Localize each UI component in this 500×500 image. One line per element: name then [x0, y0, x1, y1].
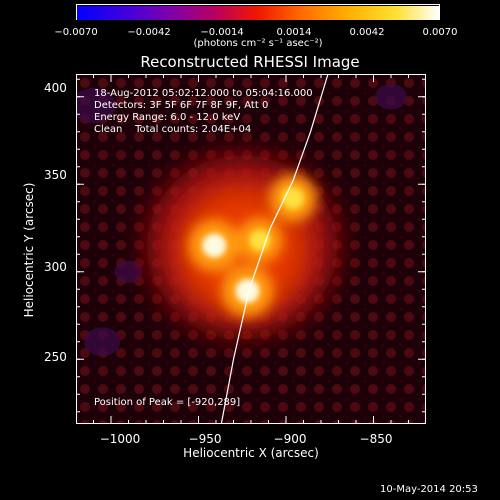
rhessi-image [76, 74, 426, 424]
x-axis-label: Heliocentric X (arcsec) [183, 446, 319, 460]
colorbar-gradient [77, 6, 439, 20]
y-tick-label: 300 [44, 260, 67, 274]
x-tick-label: −900 [273, 432, 307, 446]
x-tick-label: −850 [359, 432, 393, 446]
x-tick-label: −1000 [99, 432, 141, 446]
info-time-range: 18-Aug-2012 05:02:12.000 to 05:04:16.000 [94, 88, 313, 99]
negative-patch [84, 327, 121, 357]
footer-timestamp: 10-May-2014 20:53 [380, 484, 478, 495]
y-tick-label: 350 [44, 168, 67, 182]
colorbar-tick-label: −0.0014 [200, 27, 244, 38]
colorbar-units: (photons cm⁻² s⁻¹ asec⁻²) [193, 38, 323, 49]
peak-position: Position of Peak = [-920,289] [94, 397, 241, 408]
info-clean-counts: Clean Total counts: 2.04E+04 [94, 124, 252, 135]
y-axis-label: Heliocentric Y (arcsec) [22, 182, 36, 318]
info-energy-range: Energy Range: 6.0 - 12.0 keV [94, 112, 241, 123]
colorbar [76, 4, 440, 20]
colorbar-tick-label: 0.0014 [276, 27, 312, 38]
observation-info: 18-Aug-2012 05:02:12.000 to 05:04:16.000… [94, 88, 313, 136]
info-detectors: Detectors: 3F 5F 6F 7F 8F 9F, Att 0 [94, 100, 269, 111]
solar-limb-line [220, 74, 329, 424]
colorbar-tick-label: 0.0042 [349, 27, 385, 38]
source-core [235, 279, 260, 303]
x-tick-label: −950 [188, 432, 222, 446]
y-tick-label: 250 [44, 350, 67, 364]
colorbar-tick-label: −0.0070 [54, 27, 98, 38]
negative-patch [114, 260, 143, 283]
colorbar-tick-label: 0.0070 [422, 27, 458, 38]
colorbar-tick-label: −0.0042 [127, 27, 171, 38]
negative-patch [375, 83, 407, 110]
source-core [282, 187, 304, 210]
plot-title: Reconstructed RHESSI Image [140, 53, 360, 71]
source-core [202, 233, 227, 258]
source-core [249, 229, 271, 251]
y-tick-label: 400 [44, 81, 67, 95]
negative-patch [76, 87, 116, 124]
